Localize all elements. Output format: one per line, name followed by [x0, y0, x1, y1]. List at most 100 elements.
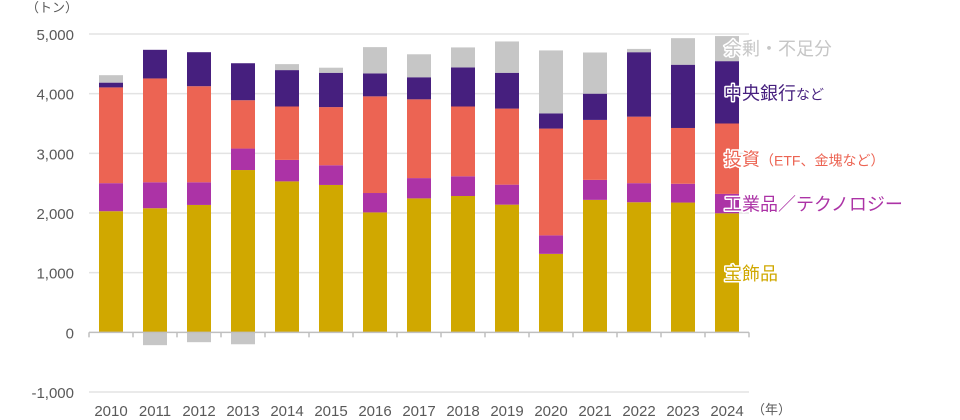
x-tick-label: 2024	[710, 403, 743, 420]
x-axis-unit-label: （年）	[752, 402, 791, 417]
bar-segment	[319, 107, 343, 166]
bar-segment	[275, 159, 299, 182]
bar-segment	[363, 96, 387, 194]
bar-segment	[319, 184, 343, 333]
bar-segment	[583, 93, 607, 120]
x-tick-label: 2022	[622, 403, 655, 420]
bar-segment	[451, 47, 475, 68]
bar-segment	[627, 48, 651, 53]
bar-segment	[275, 64, 299, 71]
bar-segment	[407, 198, 431, 333]
bar-segment	[671, 202, 695, 333]
y-tick-label: 3,000	[36, 146, 74, 163]
x-tick-label: 2010	[94, 403, 127, 420]
bar-segment	[231, 148, 255, 171]
legend-label: 投資（ETF、金塊など）	[724, 150, 884, 170]
legend-label: 余剰・不足分	[724, 39, 832, 59]
bar-segment	[671, 127, 695, 184]
bar-segment	[671, 183, 695, 203]
bar-segment	[583, 119, 607, 180]
bar-segment	[275, 106, 299, 160]
y-tick-label: -1,000	[31, 385, 74, 402]
bar-segment	[319, 67, 343, 73]
bar-segment	[143, 332, 167, 346]
bar-segment	[99, 75, 123, 83]
x-tick-label: 2017	[402, 403, 435, 420]
y-tick-label: 4,000	[36, 87, 74, 104]
bar-segment	[715, 61, 739, 124]
bar-segment	[143, 208, 167, 333]
bar-segment	[715, 36, 739, 62]
bar-segment	[231, 170, 255, 333]
bar-segment	[627, 202, 651, 333]
x-tick-label: 2021	[578, 403, 611, 420]
bar-segment	[495, 204, 519, 333]
bar-segment	[539, 113, 563, 129]
bar-segment	[583, 52, 607, 94]
bar-segment	[495, 184, 519, 205]
y-tick-label: 1,000	[36, 266, 74, 283]
legend-label: 宝飾品	[724, 264, 778, 284]
bar-segment	[451, 176, 475, 196]
bar-segment	[143, 182, 167, 209]
bar-segment	[143, 49, 167, 79]
bar-segment	[495, 41, 519, 73]
y-tick-label: 0	[66, 325, 74, 342]
x-tick-label: 2015	[314, 403, 347, 420]
bar-segment	[715, 213, 739, 333]
x-tick-label: 2023	[666, 403, 699, 420]
bar-segment	[539, 253, 563, 333]
y-tick-label: 2,000	[36, 206, 74, 223]
x-tick-label: 2018	[446, 403, 479, 420]
bar-segment	[627, 183, 651, 203]
x-axis	[88, 331, 750, 338]
bar-segment	[407, 99, 431, 179]
bar-segment	[627, 116, 651, 184]
bar-segment	[275, 70, 299, 107]
x-tick-label: 2012	[182, 403, 215, 420]
x-tick-label: 2016	[358, 403, 391, 420]
x-tick-label: 2011	[139, 403, 171, 420]
bar-segment	[451, 106, 475, 177]
bar-segment	[715, 193, 739, 214]
bar-segment	[407, 178, 431, 199]
bar-segment	[451, 67, 475, 107]
bar-segment	[187, 204, 211, 333]
x-tick-label: 2019	[490, 403, 523, 420]
bar-segment	[99, 183, 123, 212]
bar-segment	[187, 332, 211, 343]
bar-segment	[319, 165, 343, 185]
bar-segment	[99, 82, 123, 88]
legend-label: 工業品／テクノロジー	[724, 195, 903, 215]
y-axis-unit-label: （トン）	[26, 0, 78, 15]
bar-segment	[187, 86, 211, 183]
x-tick-label: 2020	[534, 403, 567, 420]
bar-segment	[187, 52, 211, 87]
bar-segment	[583, 199, 607, 333]
bar-segment	[275, 181, 299, 333]
y-axis-tick-labels: 5,000 4,000 3,000 2,000 1,000 0 -1,000	[31, 27, 74, 402]
bar-segment	[231, 332, 255, 345]
bar-segment	[539, 128, 563, 236]
bar-segment	[539, 50, 563, 114]
x-tick-label: 2013	[226, 403, 259, 420]
bar-segment	[407, 54, 431, 78]
bar-segment	[451, 195, 475, 333]
bar-segment	[583, 179, 607, 200]
legend-label: 中央銀行など	[724, 83, 824, 103]
y-tick-label: 5,000	[36, 27, 74, 44]
bar-segment	[99, 211, 123, 333]
bar-segment	[231, 63, 255, 101]
bar-segment	[143, 78, 167, 183]
bar-segment	[363, 73, 387, 97]
bar-segment	[363, 212, 387, 333]
bar-segment	[231, 100, 255, 149]
bar-segment	[99, 87, 123, 184]
bar-segment	[187, 182, 211, 205]
bar-segment	[363, 47, 387, 74]
bars	[99, 36, 739, 346]
bar-segment	[495, 72, 519, 109]
bar-segment	[627, 52, 651, 117]
